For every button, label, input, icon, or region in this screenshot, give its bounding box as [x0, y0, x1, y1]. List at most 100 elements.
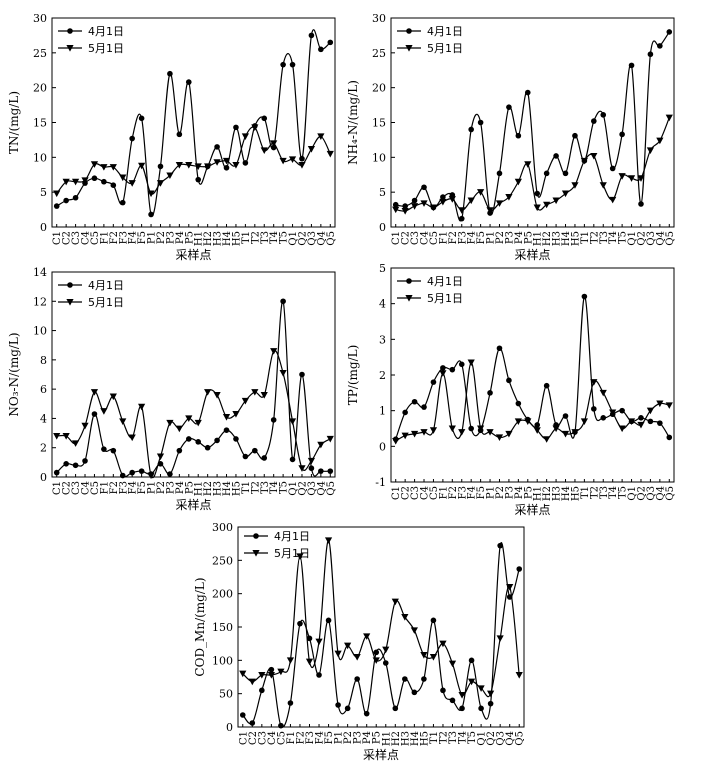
data-point — [440, 687, 446, 694]
x-tick-label: P4 — [514, 231, 525, 244]
x-tick-label: Q4 — [655, 231, 666, 246]
x-tick-label: H2 — [542, 486, 553, 501]
data-point — [421, 676, 427, 682]
x-tick-label: P1 — [486, 231, 497, 244]
data-point — [242, 453, 249, 460]
x-tick-label: H2 — [542, 231, 553, 246]
data-point — [326, 435, 334, 443]
data-point — [288, 156, 297, 164]
data-point — [534, 422, 541, 428]
x-tick-label: P2 — [156, 231, 167, 244]
y-tick-label: 5 — [40, 186, 47, 199]
data-point — [222, 413, 231, 421]
data-point — [572, 132, 578, 139]
data-point — [599, 389, 607, 397]
data-point — [372, 657, 380, 664]
data-point — [401, 207, 409, 215]
data-point — [325, 617, 332, 624]
data-point — [307, 457, 316, 465]
data-point — [156, 453, 165, 461]
x-tick-label: H2 — [203, 231, 214, 246]
data-point — [392, 201, 399, 208]
y-tick-label: 12 — [33, 295, 47, 308]
data-point — [638, 201, 644, 207]
data-point — [440, 365, 446, 371]
data-point — [147, 190, 155, 198]
data-point — [543, 382, 550, 389]
legend-marker — [405, 295, 413, 302]
x-tick-label: Q5 — [665, 231, 676, 246]
data-point — [279, 157, 287, 165]
data-point — [411, 398, 418, 405]
x-tick-label: Q2 — [486, 731, 497, 746]
x-tick-label: C2 — [62, 481, 73, 495]
data-point — [316, 672, 322, 678]
x-tick-label: H4 — [222, 481, 233, 496]
x-axis-label: 采样点 — [363, 747, 399, 762]
x-tick-label: H1 — [533, 231, 544, 246]
data-point — [299, 371, 305, 378]
y-tick-label: 20 — [372, 82, 386, 95]
x-tick-label: F1 — [99, 481, 110, 494]
data-point — [259, 687, 265, 694]
x-tick-label: T5 — [279, 231, 290, 244]
y-tick-label: 8 — [40, 354, 47, 367]
data-point — [305, 658, 314, 666]
data-point — [71, 440, 80, 447]
data-point — [486, 207, 494, 214]
data-point — [571, 429, 579, 436]
data-point — [109, 164, 117, 171]
series-may1 — [53, 124, 334, 198]
data-point — [392, 437, 400, 445]
x-tick-label: H5 — [231, 231, 242, 246]
chart-tp: -1 0 1 2 3 4 5 C1C2C3C4C5F1F2F3F4F5P1P2P3P4P5H1… — [346, 262, 676, 517]
y-axis-label: NH₄-N/(mg/L) — [346, 80, 360, 165]
data-point — [458, 692, 466, 699]
legend-marker — [67, 28, 73, 34]
data-point — [53, 190, 61, 198]
data-point — [53, 433, 61, 440]
data-point — [223, 164, 230, 171]
data-point — [268, 666, 275, 673]
x-tick-label: C3 — [71, 481, 82, 495]
data-point — [599, 182, 607, 189]
x-tick-label: T4 — [269, 231, 280, 244]
data-point — [71, 178, 80, 186]
x-tick-label: T3 — [448, 731, 459, 744]
x-tick-label: C5 — [90, 481, 101, 495]
data-point — [289, 456, 296, 463]
data-point — [619, 407, 625, 414]
x-tick-label: C2 — [401, 486, 412, 500]
data-point — [656, 137, 664, 145]
data-point — [562, 170, 569, 177]
data-point — [524, 418, 532, 425]
series-apr1 — [53, 29, 334, 218]
chart-nh4: 0 5 10 15 20 25 30 C1C2C3C4C5F1F2F3F4F5P1P2P3P4… — [346, 12, 676, 262]
data-point — [214, 437, 220, 444]
data-point — [657, 420, 663, 426]
x-axis-label: 采样点 — [175, 497, 211, 512]
x-tick-label: Q5 — [326, 231, 337, 246]
data-point — [279, 370, 287, 377]
x-tick-label: P5 — [523, 231, 534, 244]
data-point — [421, 184, 427, 191]
data-point — [222, 157, 231, 165]
x-tick-label: H3 — [400, 731, 411, 746]
data-point — [534, 190, 541, 197]
x-tick-label: T5 — [467, 731, 478, 744]
x-tick-label: Q5 — [326, 481, 337, 496]
x-tick-label: F5 — [324, 731, 335, 744]
x-tick-label: F4 — [467, 231, 478, 244]
y-axis-label: TP/(mg/L) — [346, 345, 360, 406]
data-point — [63, 461, 69, 467]
x-tick-label: P1 — [147, 481, 158, 494]
data-point — [448, 196, 456, 203]
data-point — [580, 418, 588, 425]
data-point — [402, 676, 408, 682]
data-point — [657, 43, 663, 49]
x-tick-label: Q1 — [627, 486, 638, 501]
data-point — [335, 702, 341, 708]
data-point — [505, 194, 513, 201]
data-point — [391, 598, 399, 606]
